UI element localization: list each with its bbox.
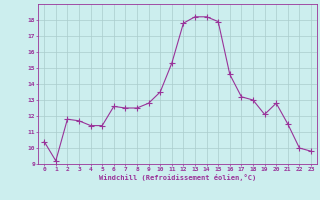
X-axis label: Windchill (Refroidissement éolien,°C): Windchill (Refroidissement éolien,°C) — [99, 174, 256, 181]
